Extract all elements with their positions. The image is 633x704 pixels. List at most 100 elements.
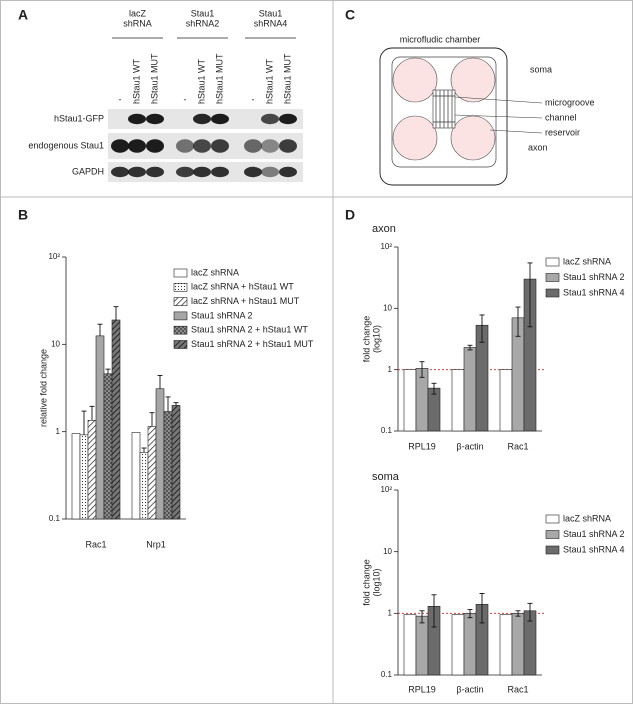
lane-label: - xyxy=(252,94,255,104)
legend-swatch xyxy=(173,325,188,335)
x-tick-label: RPL19 xyxy=(408,684,436,694)
y-tick-label: 1 xyxy=(388,608,393,617)
bar xyxy=(463,613,477,676)
bar xyxy=(403,614,417,676)
bar xyxy=(139,452,149,520)
lane-label: hStau1 MUT xyxy=(214,53,224,104)
band xyxy=(176,139,194,153)
lane-label: hStau1 WT xyxy=(264,58,274,104)
y-axis-label: fold change xyxy=(361,559,371,606)
diagram-label: reservoir xyxy=(545,127,580,137)
band xyxy=(211,139,229,153)
legend-label: Stau1 shRNA 2 xyxy=(191,310,253,320)
panel-label: B xyxy=(18,207,28,223)
band xyxy=(146,113,164,125)
band xyxy=(146,166,164,178)
y-tick-label: 10² xyxy=(48,252,60,261)
legend-label: Stau1 shRNA 2 + hStau1 WT xyxy=(191,325,308,335)
row-label: hStau1-GFP xyxy=(54,113,104,123)
band xyxy=(193,113,211,125)
legend-swatch xyxy=(545,545,560,555)
band xyxy=(279,166,297,178)
lane-label: hStau1 WT xyxy=(196,58,206,104)
lane-label: hStau1 MUT xyxy=(282,53,292,104)
lane-label: hStau1 MUT xyxy=(149,53,159,104)
x-tick-label: RPL19 xyxy=(408,441,436,451)
band xyxy=(279,113,297,125)
diagram-label: axon xyxy=(528,142,548,152)
bar xyxy=(427,387,441,432)
bar xyxy=(499,614,513,676)
y-axis-label: (log10) xyxy=(371,568,381,596)
diagram-label: channel xyxy=(545,112,577,122)
diagram-label: microgroove xyxy=(545,97,595,107)
y-tick-label: 1 xyxy=(56,427,61,436)
legend-label: Stau1 shRNA 2 xyxy=(563,272,625,282)
y-tick-label: 0.1 xyxy=(381,426,393,435)
legend-swatch xyxy=(545,257,560,267)
panel-label: C xyxy=(345,7,355,23)
lane-label: hStau1 WT xyxy=(131,58,141,104)
lane-label: - xyxy=(184,94,187,104)
bar xyxy=(463,347,477,432)
x-tick-label: Nrp1 xyxy=(146,539,166,549)
y-tick-label: 10 xyxy=(51,339,60,348)
band xyxy=(261,113,279,125)
panel-label: D xyxy=(345,207,355,223)
panel-label: A xyxy=(18,7,28,23)
legend-swatch xyxy=(173,340,188,349)
bar xyxy=(403,369,417,432)
legend-swatch xyxy=(173,282,188,292)
bar xyxy=(155,388,165,520)
bar xyxy=(103,373,113,520)
chamber-diagram: microfludic chamber soma microgroove cha… xyxy=(379,34,595,186)
group-label: shRNA xyxy=(123,18,152,28)
band xyxy=(128,166,146,178)
group-label: lacZ xyxy=(129,8,147,18)
legend-label: lacZ shRNA xyxy=(563,256,611,266)
chart-title: axon xyxy=(372,223,396,235)
lane-label: - xyxy=(119,94,122,104)
band xyxy=(244,139,262,153)
band xyxy=(111,166,129,178)
y-axis-label: (log10) xyxy=(371,325,381,353)
band xyxy=(193,139,211,153)
bar xyxy=(499,369,513,432)
bar xyxy=(111,319,121,520)
band xyxy=(279,139,297,153)
y-tick-label: 0.1 xyxy=(381,670,393,679)
band xyxy=(111,139,129,153)
legend-swatch xyxy=(173,311,188,321)
y-tick-label: 10 xyxy=(383,547,392,556)
bar xyxy=(163,411,173,520)
bar xyxy=(511,613,525,676)
diagram-title: microfludic chamber xyxy=(400,34,481,44)
legend-label: Stau1 shRNA 4 xyxy=(563,287,625,297)
band xyxy=(211,113,229,125)
legend-swatch xyxy=(545,273,560,282)
legend-label: Stau1 shRNA 2 + hStau1 MUT xyxy=(191,339,314,349)
x-tick-label: Rac1 xyxy=(507,684,528,694)
legend-label: Stau1 shRNA 4 xyxy=(563,544,625,554)
y-tick-label: 0.1 xyxy=(49,514,61,523)
bar xyxy=(147,426,157,520)
legend-label: lacZ shRNA + hStau1 MUT xyxy=(191,296,300,306)
group-label: shRNA2 xyxy=(186,18,220,28)
legend-label: Stau1 shRNA 2 xyxy=(563,529,625,539)
band xyxy=(128,113,146,125)
bar xyxy=(171,405,181,520)
y-tick-label: 10 xyxy=(383,303,392,312)
x-tick-label: β-actin xyxy=(456,684,483,694)
band xyxy=(176,166,194,178)
y-axis-label: fold change xyxy=(361,316,371,363)
y-tick-label: 1 xyxy=(388,365,393,374)
band xyxy=(128,139,146,153)
bar xyxy=(451,614,465,676)
group-label: Stau1 xyxy=(259,8,283,18)
x-tick-label: Rac1 xyxy=(507,441,528,451)
band xyxy=(261,139,279,153)
bar xyxy=(87,419,97,520)
legend-label: lacZ shRNA + hStau1 WT xyxy=(191,282,294,292)
